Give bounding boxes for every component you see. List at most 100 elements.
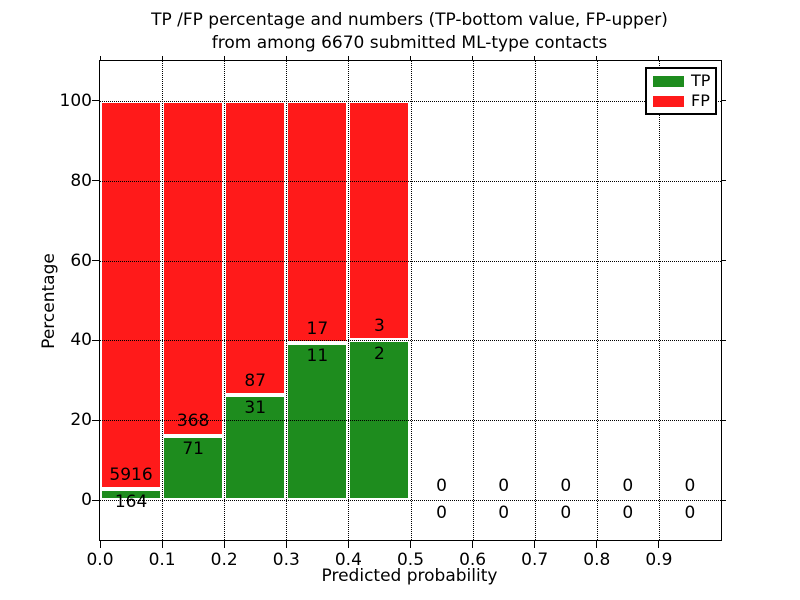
tp-bar-segment	[224, 395, 287, 501]
y-tick-left	[92, 339, 99, 341]
fp-bar-segment	[348, 100, 411, 341]
x-tick-bottom	[223, 541, 225, 548]
x-tick-label: 0.0	[86, 550, 114, 570]
fp-bar-segment	[224, 100, 287, 396]
x-tick-bottom	[347, 541, 349, 548]
y-tick-left	[92, 260, 99, 262]
v-gridline-0.4	[348, 61, 350, 540]
y-tick-right	[722, 499, 726, 501]
chart-title-line2: from among 6670 submitted ML-type contac…	[211, 33, 608, 53]
fp-bar-segment	[162, 100, 225, 436]
y-tick-right	[722, 100, 726, 102]
tp-bar-segment	[162, 435, 225, 501]
v-gridline-0.3	[286, 61, 288, 540]
x-tick-label: 0.3	[272, 550, 300, 570]
v-gridline-0.2	[224, 61, 226, 540]
tp-count-label: 71	[182, 438, 204, 459]
fp-count-label: 0	[436, 475, 447, 496]
y-tick-label: 0	[81, 490, 92, 511]
x-tick-top	[347, 56, 349, 60]
v-gridline-0.6	[472, 61, 474, 540]
x-tick-label: 0.4	[334, 550, 362, 570]
fp-count-label: 3	[374, 316, 385, 337]
fp-legend-label: FP	[691, 91, 710, 110]
v-gridline-0.7	[534, 61, 536, 540]
tp-bar-segment	[286, 343, 349, 501]
x-tick-bottom	[285, 541, 287, 548]
x-tick-top	[472, 56, 474, 60]
x-tick-top	[658, 56, 660, 60]
x-tick-label: 0.8	[583, 550, 611, 570]
fp-legend-swatch	[653, 95, 684, 107]
y-tick-right	[722, 339, 726, 341]
y-tick-label: 40	[70, 330, 92, 351]
tp-count-label: 0	[560, 503, 572, 524]
fp-count-label: 17	[306, 318, 329, 339]
v-gridline-0.5	[410, 61, 412, 540]
x-tick-bottom	[99, 541, 101, 548]
x-tick-label: 0.1	[148, 550, 176, 570]
y-tick-label: 60	[70, 250, 92, 271]
legend-item-fp: FP	[653, 93, 715, 109]
y-tick-left	[92, 499, 99, 501]
tp-count-label: 0	[436, 503, 447, 524]
legend: TP FP	[645, 67, 717, 115]
x-tick-label: 0.6	[459, 550, 487, 570]
fp-count-label: 87	[244, 370, 267, 391]
y-tick-left	[92, 180, 99, 182]
tp-count-label: 0	[684, 503, 696, 524]
legend-item-tp: TP	[653, 73, 715, 89]
x-axis-label: Predicted probability	[321, 566, 498, 586]
fp-count-label: 0	[684, 475, 696, 496]
tp-count-label: 31	[244, 398, 267, 419]
y-tick-label: 80	[70, 170, 92, 191]
x-tick-top	[285, 56, 287, 60]
y-tick-label: 20	[70, 410, 92, 431]
chart-title: TP /FP percentage and numbers (TP-bottom…	[99, 9, 720, 55]
y-tick-right	[722, 419, 726, 421]
fp-bar-segment	[286, 100, 349, 344]
y-tick-left	[92, 419, 99, 421]
y-tick-right	[722, 180, 726, 182]
fp-count-label: 0	[622, 475, 634, 496]
x-tick-top	[534, 56, 536, 60]
x-tick-label: 0.2	[210, 550, 238, 570]
x-tick-top	[596, 56, 598, 60]
x-tick-label: 0.7	[521, 550, 549, 570]
tp-bar-segment	[100, 489, 163, 501]
v-gridline-0.8	[596, 61, 598, 540]
fp-count-label: 5916	[109, 464, 153, 485]
x-tick-bottom	[658, 541, 660, 548]
x-tick-top	[223, 56, 225, 60]
tp-count-label: 2	[374, 343, 385, 364]
y-tick-label: 100	[59, 90, 92, 111]
plot-area: TP FP 5916 164 368 71 87 31 17 11 3 2 0 0 0 0 0 0 0 0 0 0 0.…	[60, 56, 726, 570]
fp-bar-segment	[100, 100, 163, 490]
x-tick-bottom	[472, 541, 474, 548]
fp-count-label: 0	[560, 475, 572, 496]
x-tick-top	[410, 56, 411, 60]
fp-count-label: 368	[176, 411, 210, 432]
x-tick-bottom	[410, 541, 411, 548]
x-tick-top	[99, 56, 101, 60]
y-tick-left	[92, 100, 99, 102]
x-tick-bottom	[161, 541, 163, 548]
v-gridline-0.1	[162, 61, 164, 540]
fp-count-label: 0	[498, 475, 510, 496]
x-tick-bottom	[596, 541, 598, 548]
tp-count-label: 0	[498, 503, 510, 524]
tp-count-label: 164	[114, 492, 148, 513]
x-tick-bottom	[534, 541, 536, 548]
x-tick-top	[161, 56, 163, 60]
tp-count-label: 0	[622, 503, 634, 524]
x-tick-label: 0.9	[645, 550, 673, 570]
x-tick-label: 0.5	[396, 550, 425, 570]
tp-count-label: 11	[306, 346, 329, 367]
tp-legend-label: TP	[691, 71, 711, 90]
chart-title-line1: TP /FP percentage and numbers (TP-bottom…	[151, 10, 668, 30]
y-tick-right	[722, 260, 726, 262]
tp-bar-segment	[348, 340, 411, 501]
tp-legend-swatch	[653, 75, 684, 87]
v-gridline-0.9	[658, 61, 660, 540]
